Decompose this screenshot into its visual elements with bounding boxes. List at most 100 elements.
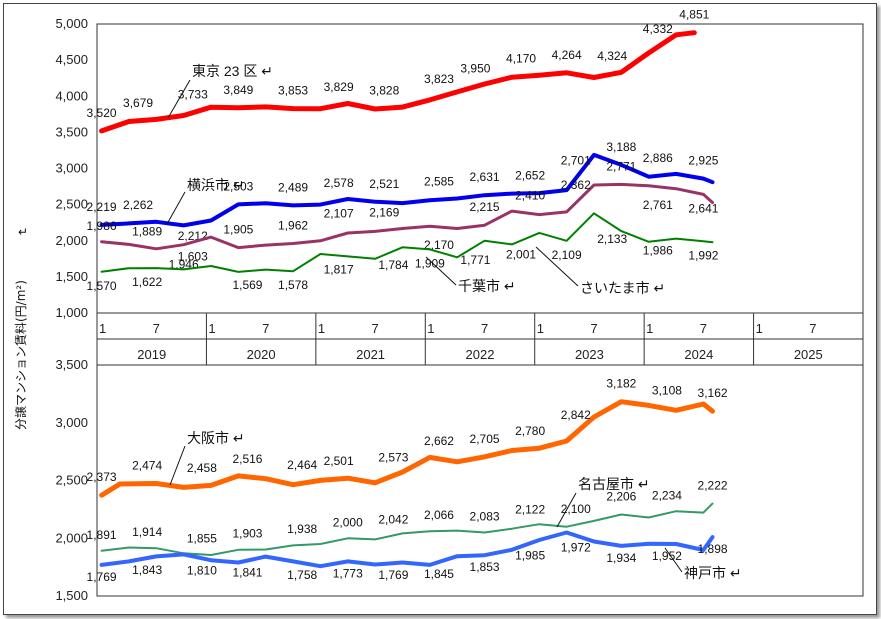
data-label: 2,489: [278, 180, 308, 194]
x-month-tick: 7: [372, 321, 379, 336]
x-month-tick: 1: [537, 321, 544, 336]
series-line: [100, 502, 714, 556]
data-label: 2,641: [688, 201, 718, 215]
data-label: 2,652: [515, 168, 545, 182]
x-month-tick: 7: [809, 321, 816, 336]
x-month-tick: 1: [99, 321, 106, 336]
leader-nagoya: [556, 492, 577, 528]
data-label: 1,986: [643, 244, 673, 258]
data-label: 2,705: [470, 432, 500, 446]
y-tick-label: 3,000: [55, 415, 88, 430]
data-label: 1,758: [287, 568, 317, 582]
data-label: 1,855: [187, 531, 217, 545]
x-year-label: 2024: [684, 347, 713, 362]
data-label: 2,701: [561, 153, 591, 167]
data-label: 1,810: [187, 563, 217, 577]
data-label: 1,569: [232, 278, 262, 292]
y-tick-label: 1,000: [55, 305, 88, 320]
data-label: 2,842: [561, 408, 591, 422]
data-label: 2,215: [470, 200, 500, 214]
y-tick-label: 3,500: [55, 124, 88, 139]
data-label: 3,849: [223, 83, 253, 97]
data-label: 2,107: [324, 207, 354, 221]
data-label: 2,042: [378, 512, 408, 526]
data-label: 2,521: [369, 177, 399, 191]
data-label: 1,903: [232, 527, 262, 541]
series-line: [100, 212, 714, 273]
data-label: 1,914: [132, 525, 162, 539]
data-label: 2,501: [324, 454, 354, 468]
data-label: 2,219: [87, 200, 117, 214]
data-label: 3,733: [178, 88, 208, 102]
data-label: 2,133: [597, 232, 627, 246]
x-year-label: 2021: [356, 347, 385, 362]
y-tick-label: 5,000: [55, 16, 88, 31]
data-label: 2,000: [333, 515, 363, 529]
series-line: [99, 399, 715, 498]
x-month-tick: 1: [756, 321, 763, 336]
series-name-chiba: 千葉市 ↵: [458, 278, 516, 294]
x-month-tick: 1: [427, 321, 434, 336]
data-label: 1,578: [278, 278, 308, 292]
y-tick-label: 1,500: [55, 588, 88, 603]
data-label: 1,985: [515, 548, 545, 562]
data-label: 2,886: [643, 151, 673, 165]
leader-osaka: [169, 445, 186, 486]
series-name-osaka: 大阪市 ↵: [187, 430, 245, 446]
data-label: 2,169: [369, 205, 399, 219]
data-label: 1,889: [132, 224, 162, 238]
x-month-tick: 7: [481, 321, 488, 336]
data-label: 1,905: [223, 223, 253, 237]
data-label: 1,992: [688, 248, 718, 262]
data-label: 3,823: [424, 72, 454, 86]
data-label: 3,679: [123, 96, 153, 110]
series-line: [99, 152, 715, 228]
data-label: 2,234: [652, 488, 682, 502]
data-label: 2,573: [378, 451, 408, 465]
data-label: 2,585: [424, 175, 454, 189]
data-label: 2,109: [552, 248, 582, 262]
y-axis-title-marker: ↵: [18, 225, 28, 239]
data-label: 1,972: [561, 540, 591, 554]
data-label: 1,909: [415, 256, 445, 270]
series-name-saitama: さいたま市 ↵: [580, 280, 665, 296]
data-label: 1,769: [87, 570, 117, 584]
y-tick-label: 2,500: [55, 197, 88, 212]
x-month-tick: 7: [590, 321, 597, 336]
x-year-label: 2020: [247, 347, 276, 362]
data-label: 1,773: [333, 566, 363, 580]
data-label: 1,784: [378, 258, 408, 272]
x-year-label: 2019: [137, 347, 166, 362]
y-tick-label: 2,500: [55, 473, 88, 488]
leader-chiba: [425, 256, 457, 286]
data-label: 4,332: [643, 22, 673, 36]
leader-yokohama: [166, 191, 186, 225]
data-label: 1,570: [87, 279, 117, 293]
data-label: 2,458: [187, 461, 217, 475]
data-label: 1,891: [87, 528, 117, 542]
data-label: 3,188: [606, 140, 636, 154]
y-tick-label: 2,000: [55, 233, 88, 248]
lower-series-group: 2,373 2,474 2,458 2,516 2,464 2,501 2,573 2,662…: [87, 377, 728, 584]
y-tick-label: 4,000: [55, 88, 88, 103]
x-month-tick: 1: [208, 321, 215, 336]
series-name-nagoya: 名古屋市 ↵: [578, 476, 650, 492]
series-name-kobe: 神戸市 ↵: [684, 565, 742, 581]
data-label: 2,925: [688, 154, 718, 168]
data-label: 2,222: [698, 479, 728, 493]
data-label: 2,262: [123, 198, 153, 212]
y-tick-label: 2,000: [55, 530, 88, 545]
data-label: 1,845: [424, 567, 454, 581]
data-label: 2,474: [132, 459, 162, 473]
y-axis-title: 分譲マンション賃料(円/m²): [13, 280, 28, 430]
series-line: [100, 182, 714, 251]
y-axis-lower: 1,500 2,000 2,500 3,000 3,500: [55, 357, 88, 603]
data-label: 1,898: [698, 542, 728, 556]
data-label: 2,578: [324, 176, 354, 190]
data-label: 1,843: [132, 563, 162, 577]
data-label: 2,362: [561, 178, 591, 192]
data-label: 1,771: [460, 253, 490, 267]
data-label: 2,001: [506, 248, 536, 262]
data-label: 2,170: [424, 238, 454, 252]
